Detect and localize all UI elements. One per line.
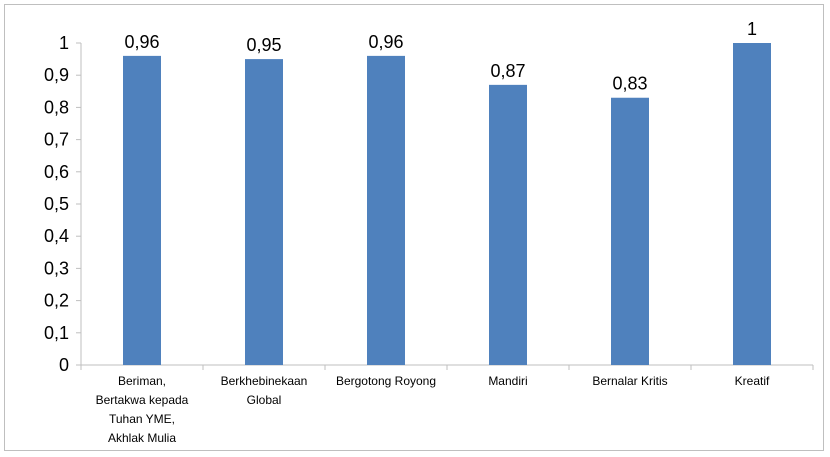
x-tick-label: Tuhan YME, (109, 412, 175, 426)
bar (245, 59, 283, 365)
x-tick-label: Bergotong Royong (336, 374, 436, 388)
y-tick-label: 0,8 (44, 97, 69, 117)
bar (123, 55, 161, 365)
x-tick-label: Bernalar Kritis (592, 374, 667, 388)
y-tick-label: 0,7 (44, 130, 69, 150)
data-label: 0,96 (368, 32, 403, 52)
bar (367, 55, 405, 365)
y-tick-label: 0,3 (44, 258, 69, 278)
data-label: 0,83 (612, 74, 647, 94)
y-tick-label: 0,5 (44, 194, 69, 214)
x-tick-label: Global (247, 393, 282, 407)
data-label: 0,96 (124, 32, 159, 52)
x-tick-label: Akhlak Mulia (108, 431, 176, 445)
y-tick-label: 0,6 (44, 162, 69, 182)
x-tick-label: Berkhebinekaan (221, 374, 308, 388)
bar (489, 84, 527, 366)
y-tick-label: 0,2 (44, 291, 69, 311)
data-label: 0,95 (246, 35, 281, 55)
bar-chart: 0 0,1 0,2 0,3 0,4 0,5 0,6 0,7 0,8 0,9 1 0,96 Beriman… (44, 19, 814, 445)
x-tick-label: Beriman, (118, 374, 166, 388)
data-label: 1 (747, 19, 757, 39)
y-tick-label: 0,9 (44, 65, 69, 85)
x-tick-label: Bertakwa kepada (96, 393, 189, 407)
y-tick-label: 0,4 (44, 226, 69, 246)
x-tick-label: Kreatif (735, 374, 770, 388)
bar (611, 97, 649, 366)
y-tick-label: 0,1 (44, 323, 69, 343)
x-tick-label: Mandiri (488, 374, 527, 388)
bar (733, 43, 771, 365)
y-tick-label: 0 (59, 355, 69, 375)
data-label: 0,87 (490, 61, 525, 81)
chart-frame: 0 0,1 0,2 0,3 0,4 0,5 0,6 0,7 0,8 0,9 1 0,96 Beriman… (4, 4, 824, 451)
y-tick-label: 1 (59, 33, 69, 53)
